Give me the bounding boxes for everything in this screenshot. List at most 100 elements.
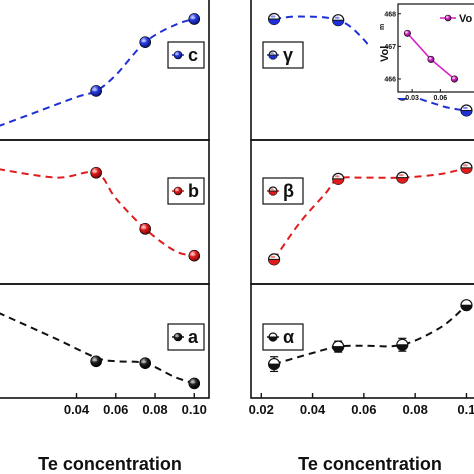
marker-highlight <box>141 226 147 229</box>
x-tick-label: 0.08 <box>142 402 167 417</box>
fit-curve-β <box>273 166 467 260</box>
data-point-a-0 <box>90 355 102 368</box>
marker-lower-half <box>460 167 472 174</box>
legend-label-γ: γ <box>283 45 293 65</box>
x-tick-label: 0.06 <box>351 402 376 417</box>
data-point-β-1 <box>332 172 345 185</box>
marker-lower-half <box>269 191 277 195</box>
legend-label-c: c <box>188 45 198 65</box>
data-point-γ-3 <box>460 104 473 117</box>
marker-sphere <box>427 55 435 63</box>
legend-marker <box>173 186 183 196</box>
marker-sphere <box>139 223 152 235</box>
fit-curve-c <box>0 18 195 127</box>
marker-highlight <box>92 170 98 173</box>
data-point-α-2 <box>396 338 409 351</box>
marker-lower-half <box>396 177 408 184</box>
data-point-β-3 <box>460 161 473 174</box>
marker-sphere <box>450 75 458 83</box>
marker-sphere <box>173 50 183 60</box>
marker-sphere <box>90 85 102 97</box>
legend-marker <box>173 332 183 342</box>
marker-highlight <box>175 53 179 56</box>
marker-sphere <box>188 249 201 262</box>
data-point-a-1 <box>139 357 152 369</box>
data-markers <box>90 12 473 390</box>
fit-curve-γ <box>273 15 467 112</box>
subplot-frame-0-1 <box>0 139 210 285</box>
data-point-b-1 <box>139 223 152 235</box>
marker-highlight <box>92 88 98 92</box>
inset-frame <box>397 3 474 93</box>
marker-sphere <box>90 355 102 368</box>
x-tick-label: 0.1 <box>457 402 474 417</box>
legends: c b a γ β α <box>167 41 304 351</box>
marker-lower-half <box>460 110 472 116</box>
marker-lower-half <box>396 344 408 351</box>
fit-curve-α <box>273 304 468 366</box>
legend-box-a <box>167 323 205 351</box>
legend-label-a: a <box>188 327 199 347</box>
marker-cap <box>462 106 468 110</box>
marker-cap <box>334 16 340 19</box>
marker-sphere <box>188 13 201 25</box>
marker-highlight <box>175 189 179 192</box>
data-point-c-1 <box>139 36 152 48</box>
inset-y-label-sub: m <box>379 24 386 30</box>
data-point-a-2 <box>188 377 201 390</box>
data-point-c-0 <box>90 85 102 97</box>
x-tick-label: 0.04 <box>300 402 326 417</box>
marker-lower-half <box>268 18 280 25</box>
marker-cap <box>398 174 404 177</box>
inset-legend-label: Vo <box>459 13 473 25</box>
data-point-b-0 <box>90 166 102 179</box>
data-point-β-2 <box>396 171 409 184</box>
inset-plot: 468 467 466 0.03 0.06 Vol m Vo <box>368 2 474 102</box>
legend-marker <box>268 332 278 342</box>
marker-sphere <box>90 166 102 179</box>
marker-lower-half <box>269 55 277 59</box>
legend-marker <box>173 50 183 60</box>
marker-cap <box>270 188 275 190</box>
inset-y-label: Vol <box>379 46 391 62</box>
legend-box-γ <box>262 41 304 69</box>
x-tick-label: 0.08 <box>403 402 428 417</box>
marker-cap <box>270 52 275 54</box>
legend-marker <box>268 50 278 60</box>
inset-x-tick-label: 0.06 <box>434 95 448 102</box>
marker-cap <box>270 255 276 258</box>
x-tick-label: 0.10 <box>182 402 207 417</box>
marker-lower-half <box>460 305 472 311</box>
marker-cap <box>270 15 276 18</box>
marker-highlight <box>141 39 147 43</box>
data-point-α-3 <box>460 299 473 312</box>
data-point-α-0 <box>267 357 281 371</box>
legend-label-β: β <box>283 181 294 201</box>
marker-lower-half <box>332 346 344 353</box>
marker-sphere <box>139 36 152 48</box>
marker-lower-half <box>332 20 344 26</box>
marker-sphere <box>173 332 183 342</box>
marker-sphere <box>403 29 411 37</box>
data-point-α-1 <box>332 340 345 353</box>
inset-data-point-0 <box>403 29 411 37</box>
marker-cap <box>462 164 468 167</box>
subplot-frame-0-0 <box>0 0 210 141</box>
inset-data-point-2 <box>450 75 458 83</box>
marker-highlight <box>190 16 196 20</box>
fit-curves <box>0 15 468 385</box>
marker-highlight <box>405 31 409 34</box>
data-point-γ-0 <box>267 12 281 26</box>
subplot-frame-0-2 <box>0 283 210 399</box>
x-axis-label: Te concentration <box>38 454 182 474</box>
marker-sphere <box>139 357 152 369</box>
inset-legend-marker <box>444 14 452 22</box>
marker-lower-half <box>268 259 280 265</box>
marker-highlight <box>445 16 449 19</box>
inset-x-tick-label: 0.03 <box>405 95 419 102</box>
legend-marker <box>268 186 278 196</box>
marker-highlight <box>452 77 456 80</box>
marker-sphere <box>444 14 452 22</box>
fit-curve-b <box>0 168 195 257</box>
